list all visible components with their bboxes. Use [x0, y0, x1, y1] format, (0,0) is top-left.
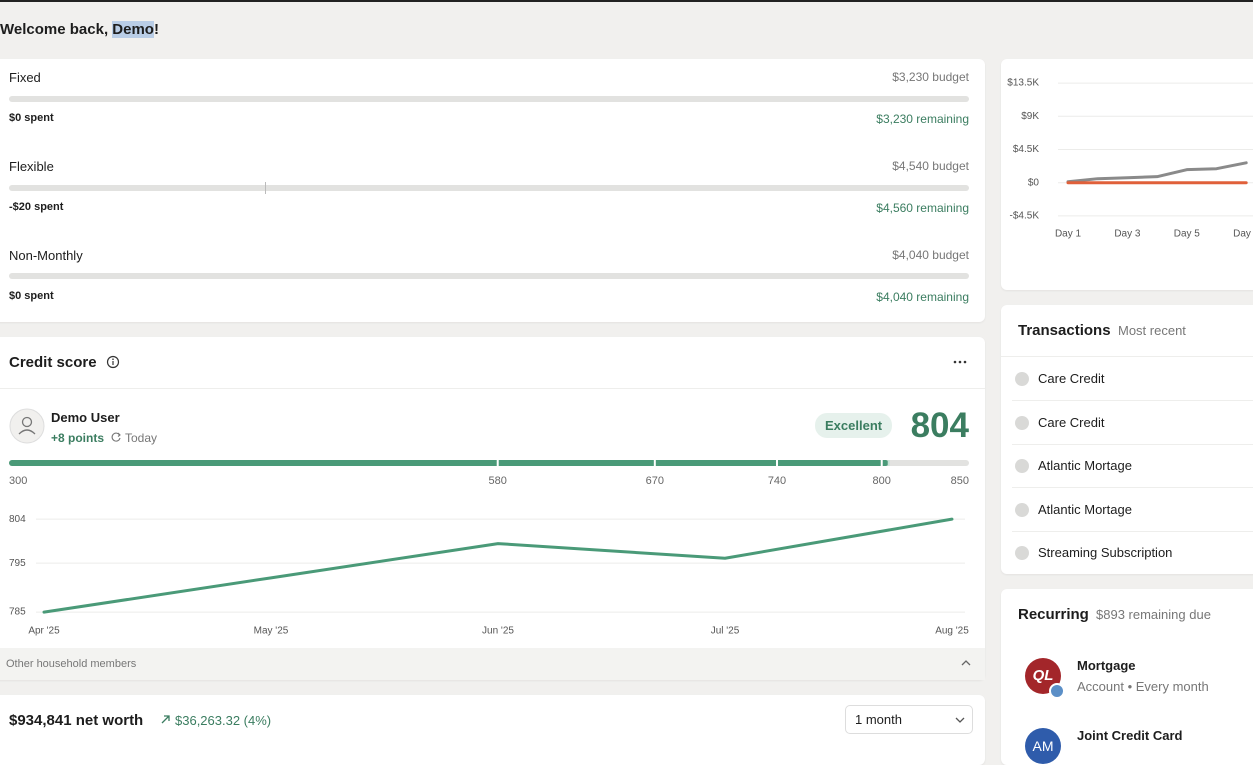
credit-points: +8 points: [51, 431, 105, 445]
x-tick-label: May '25: [254, 626, 289, 637]
x-tick-label: Jul '25: [711, 626, 740, 637]
recurring-name: Mortgage: [1077, 658, 1136, 673]
up-arrow: [161, 715, 170, 724]
recurring-title: Recurring: [1018, 606, 1089, 623]
credit-chart: 785 795 804 Apr '25 May '25 Jun '25 Jul '25 Aug…: [9, 514, 969, 637]
x-tick-label: Aug '25: [935, 626, 969, 637]
collapse-icon[interactable]: [960, 659, 972, 667]
net-worth-title: $934,841 net worth: [9, 712, 144, 729]
divider: [1012, 530, 1253, 532]
info-icon[interactable]: [106, 355, 120, 369]
budget-label: Fixed: [9, 70, 41, 85]
transaction-name[interactable]: Atlantic Mortage: [1038, 501, 1132, 517]
budget-bar: [9, 96, 969, 102]
transaction-icon: [1015, 459, 1029, 474]
divider: [1001, 356, 1253, 357]
recurring-subtitle: $893 remaining due: [1096, 607, 1211, 622]
score-fill: [9, 460, 889, 466]
merchant-logo: AM: [1025, 728, 1061, 764]
greeting-text: Welcome back,: [0, 21, 113, 38]
data-line: [42, 517, 954, 614]
budget-spent: $0 spent: [9, 290, 54, 302]
transactions-title: Transactions: [1018, 322, 1111, 339]
x-tick-label: Day 1: [1055, 229, 1082, 240]
dropdown-icon: [955, 717, 965, 723]
transaction-name[interactable]: Care Credit: [1038, 371, 1105, 386]
scale-label: 300: [9, 475, 27, 487]
budget-label: Flexible: [9, 159, 54, 174]
greeting: Welcome back, Demo!: [0, 21, 159, 38]
transactions-card: [1001, 305, 1253, 574]
more-button[interactable]: [952, 357, 968, 367]
x-tick-label: Day 5: [1174, 229, 1201, 240]
credit-scale: 300 580 670 740 800 850: [9, 460, 969, 487]
divider: [1012, 400, 1253, 401]
x-tick-label: Apr '25: [28, 626, 60, 637]
credit-card: [0, 337, 985, 680]
transaction-name[interactable]: Atlantic Mortage: [1038, 458, 1132, 474]
x-tick-label: Jun '25: [482, 626, 514, 637]
budget-spent: -$20 spent: [9, 201, 64, 213]
y-tick-label: $4.5K: [1013, 144, 1039, 155]
budget-remaining: $4,560 remaining: [876, 201, 969, 215]
budget-amount: $4,040 budget: [892, 248, 969, 262]
y-tick-label: $9K: [1021, 111, 1039, 122]
scale-label: 800: [873, 475, 891, 487]
budget-amount: $4,540 budget: [892, 159, 969, 173]
cashflow-chart: $13.5K $9K $4.5K $0 -$4.5K Day 1 Day 3 Day 5 Day…: [1007, 78, 1253, 240]
scale-label: 740: [768, 475, 786, 487]
budget-remaining: $4,040 remaining: [876, 290, 969, 304]
transactions-subtitle: Most recent: [1118, 323, 1186, 338]
divider: [0, 388, 985, 389]
household-bar[interactable]: [0, 648, 985, 680]
budget-spent: $0 spent: [9, 112, 54, 124]
divider: [1012, 443, 1253, 445]
y-tick-label: 785: [9, 607, 26, 618]
transaction-name[interactable]: Streaming Subscription: [1038, 545, 1173, 561]
budget-amount: $3,230 budget: [892, 70, 969, 84]
scale-label: 850: [951, 475, 969, 487]
net-worth-change: $36,263.32 (4%): [175, 713, 272, 728]
y-tick-label: 795: [9, 558, 26, 569]
account-badge: [1049, 683, 1065, 699]
transaction-icon: [1015, 546, 1029, 561]
data-line: [1066, 161, 1248, 184]
scale-label: 580: [489, 475, 507, 487]
avatar: [9, 408, 45, 444]
y-tick-label: 804: [9, 514, 26, 525]
budget-label: Non-Monthly: [9, 248, 83, 263]
credit-score: 804: [910, 406, 969, 445]
y-tick-label: $0: [1028, 177, 1040, 188]
divider: [1012, 487, 1253, 489]
net-worth-card: [0, 695, 985, 765]
today-marker: [265, 182, 266, 194]
x-tick-label: Day 3: [1114, 229, 1141, 240]
period-select[interactable]: [845, 705, 973, 734]
y-tick-label: $13.5K: [1007, 78, 1039, 89]
credit-rating: Excellent: [815, 413, 893, 438]
y-tick-label: -$4.5K: [1010, 211, 1040, 222]
household-label: Other household members: [6, 658, 137, 670]
recurring-detail: Account • Every month: [1077, 679, 1209, 694]
credit-title: Credit score: [9, 354, 97, 371]
transaction-icon: [1015, 415, 1029, 430]
recurring-name: Joint Credit Card: [1077, 728, 1183, 743]
transaction-name[interactable]: Care Credit: [1038, 414, 1105, 430]
credit-updated: Today: [125, 431, 158, 445]
transaction-icon: [1015, 502, 1029, 517]
budget-bar: [9, 182, 969, 194]
scale-label: 670: [646, 475, 664, 487]
period-label: 1 month: [855, 712, 902, 727]
cashflow-card: $13.5K $9K $4.5K $0 -$4.5K Day 1 Day 3 Day 5 Day…: [1001, 59, 1253, 290]
budget-remaining: $3,230 remaining: [876, 112, 969, 126]
budget-bar: [9, 273, 969, 279]
refresh-icon: [111, 432, 121, 442]
credit-user: Demo User: [51, 410, 120, 425]
greeting-suffix: !: [153, 21, 159, 38]
user-name: Demo: [112, 21, 154, 38]
x-tick-label: Day 7: [1233, 229, 1253, 240]
transaction-icon: [1015, 372, 1029, 386]
